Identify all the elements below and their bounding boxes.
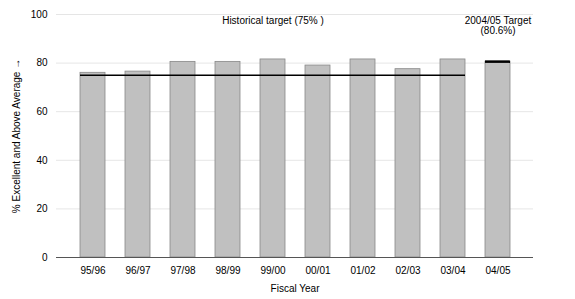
svg-text:% Excellent and Above Average: % Excellent and Above Average → [11,59,22,213]
svg-text:20: 20 [36,203,48,214]
svg-text:40: 40 [36,155,48,166]
svg-text:99/00: 99/00 [260,265,285,276]
svg-text:95/96: 95/96 [80,265,105,276]
svg-text:60: 60 [36,106,48,117]
svg-text:04/05: 04/05 [485,265,510,276]
svg-text:Historical target (75% ): Historical target (75% ) [222,15,324,26]
svg-text:01/02: 01/02 [350,265,375,276]
svg-text:97/98: 97/98 [170,265,195,276]
svg-text:100: 100 [31,9,48,20]
svg-text:80: 80 [36,57,48,68]
svg-text:2004/05 Target(80.6%): 2004/05 Target(80.6%) [465,15,532,36]
svg-text:00/01: 00/01 [305,265,330,276]
svg-text:96/97: 96/97 [125,265,150,276]
svg-text:Fiscal Year: Fiscal Year [271,283,321,294]
svg-text:03/04: 03/04 [440,265,465,276]
svg-text:0: 0 [42,252,48,263]
svg-text:02/03: 02/03 [395,265,420,276]
svg-text:98/99: 98/99 [215,265,240,276]
